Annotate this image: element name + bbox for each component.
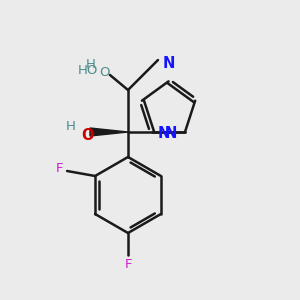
Text: O: O	[100, 67, 110, 80]
Text: F: F	[124, 259, 132, 272]
Text: HO: HO	[78, 64, 98, 77]
Text: F: F	[55, 163, 63, 176]
Text: N: N	[158, 127, 170, 142]
Text: N: N	[165, 127, 177, 142]
Text: O: O	[82, 128, 94, 142]
Text: H: H	[86, 58, 96, 71]
Text: H: H	[66, 121, 76, 134]
Text: N: N	[162, 56, 175, 71]
Polygon shape	[90, 128, 128, 136]
